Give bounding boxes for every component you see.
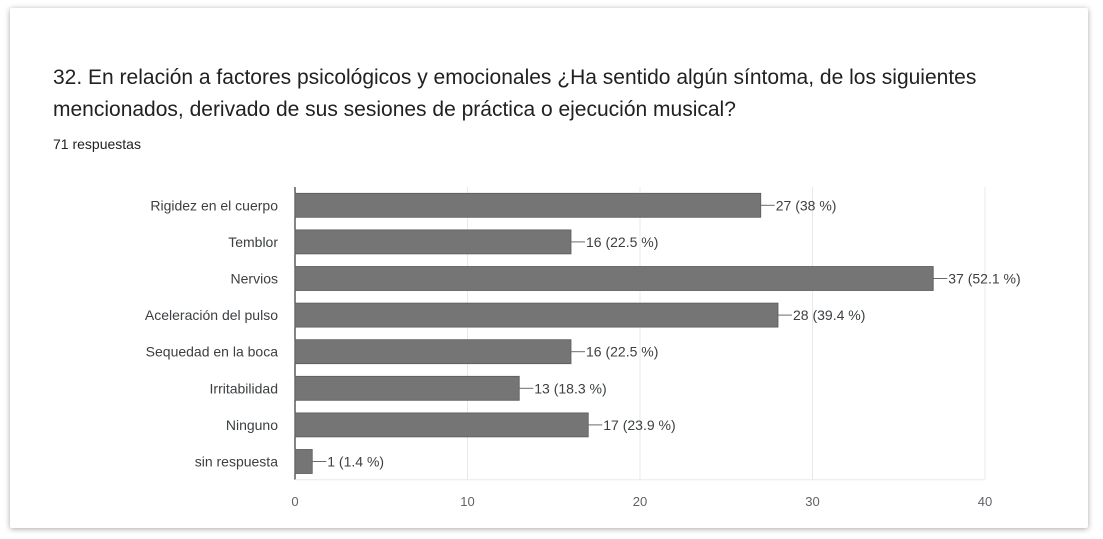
data-label: 28 (39.4 %) bbox=[793, 307, 865, 323]
category-label: sin respuesta bbox=[195, 454, 278, 470]
data-label: 1 (1.4 %) bbox=[327, 454, 384, 470]
data-label: 16 (22.5 %) bbox=[586, 344, 658, 360]
category-label: Rigidez en el cuerpo bbox=[150, 197, 278, 213]
bar bbox=[294, 192, 762, 218]
data-label: 16 (22.5 %) bbox=[586, 234, 658, 250]
x-tick-label: 20 bbox=[633, 494, 647, 509]
category-label: Irritabilidad bbox=[210, 380, 278, 396]
category-label: Ninguno bbox=[226, 417, 278, 433]
category-label: Nervios bbox=[231, 271, 278, 287]
bar bbox=[294, 449, 313, 474]
bar-layer bbox=[294, 192, 948, 474]
bar bbox=[294, 412, 589, 438]
x-tick-label: 30 bbox=[805, 494, 819, 509]
x-tick-label: 10 bbox=[460, 494, 474, 509]
category-label: Aceleración del pulso bbox=[145, 307, 278, 323]
x-tick-label: 40 bbox=[978, 494, 992, 509]
bar bbox=[294, 375, 520, 401]
data-label: 17 (23.9 %) bbox=[603, 417, 675, 433]
x-tick-label: 0 bbox=[291, 494, 298, 509]
label-layer: 0 10 20 30 40 27 (38 %) Rigidez en el cuerpo 16… bbox=[145, 197, 1021, 509]
data-label: 13 (18.3 %) bbox=[534, 380, 606, 396]
category-label: Temblor bbox=[228, 234, 278, 250]
data-label: 37 (52.1 %) bbox=[948, 271, 1020, 287]
data-label: 27 (38 %) bbox=[776, 197, 837, 213]
category-label: Sequedad en la boca bbox=[146, 344, 279, 360]
bar bbox=[294, 266, 934, 291]
question-title: 32. En relación a factores psicológicos … bbox=[53, 66, 977, 121]
bar bbox=[294, 339, 572, 365]
bar bbox=[294, 302, 779, 328]
bar bbox=[294, 229, 572, 255]
response-count: 71 respuestas bbox=[53, 136, 141, 152]
